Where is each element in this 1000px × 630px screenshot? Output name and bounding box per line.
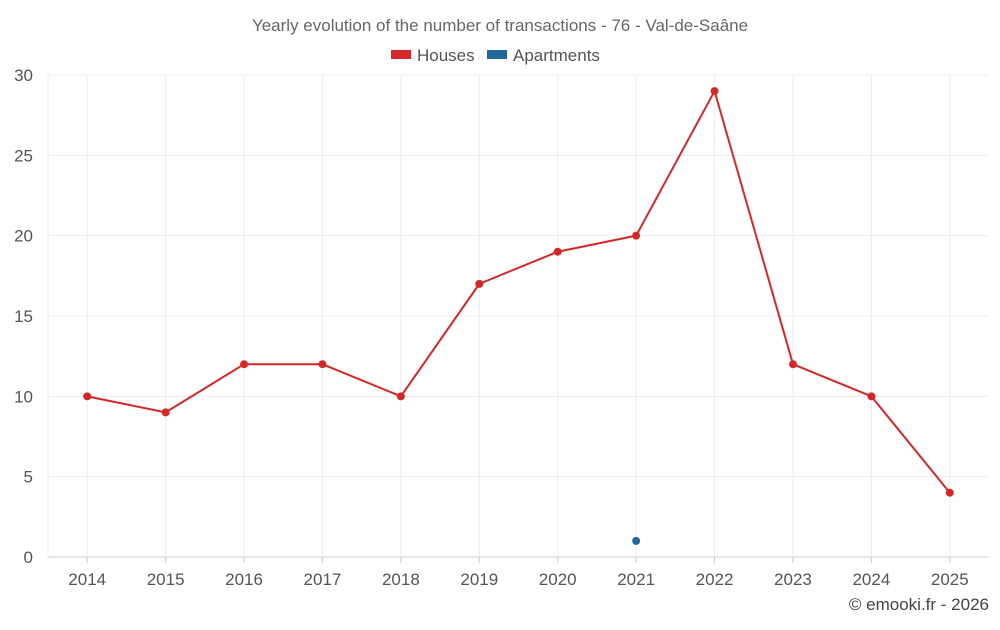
x-tick-label-2020: 2020: [539, 570, 577, 589]
y-tick-label-20: 20: [14, 227, 33, 246]
data-point-houses-2021[interactable]: [632, 231, 641, 240]
data-point-houses-2020[interactable]: [553, 247, 562, 256]
grid: [47, 74, 989, 558]
x-tick-label-2023: 2023: [774, 570, 812, 589]
x-tick-label-2024: 2024: [852, 570, 890, 589]
legend: Houses Apartments: [391, 46, 600, 65]
data-point-houses-2014[interactable]: [83, 392, 92, 401]
x-tick-label-2025: 2025: [931, 570, 969, 589]
x-tick-label-2016: 2016: [225, 570, 263, 589]
legend-item-apartments[interactable]: Apartments: [487, 46, 600, 65]
legend-label-apartments: Apartments: [513, 46, 600, 65]
x-tick-label-2018: 2018: [382, 570, 420, 589]
y-tick-label-30: 30: [14, 66, 33, 85]
data-point-houses-2022[interactable]: [710, 87, 719, 96]
legend-swatch-apartments: [487, 50, 507, 59]
legend-item-houses[interactable]: Houses: [391, 46, 475, 65]
y-tick-label-25: 25: [14, 146, 33, 165]
x-tick-label-2019: 2019: [460, 570, 498, 589]
x-tick-label-2021: 2021: [617, 570, 655, 589]
data-point-houses-2024[interactable]: [867, 392, 876, 401]
y-tick-label-5: 5: [24, 468, 33, 487]
x-tick-label-2015: 2015: [147, 570, 185, 589]
y-tick-label-10: 10: [14, 387, 33, 406]
series-layer: [83, 87, 954, 545]
data-point-houses-2025[interactable]: [945, 488, 954, 497]
series-line-houses: [87, 90, 951, 494]
data-point-houses-2016[interactable]: [240, 360, 249, 369]
legend-swatch-houses: [391, 50, 411, 59]
x-tick-label-2022: 2022: [696, 570, 734, 589]
copyright-text: © emooki.fr - 2026: [849, 595, 989, 614]
y-tick-label-15: 15: [14, 307, 33, 326]
data-point-houses-2018[interactable]: [396, 392, 405, 401]
data-point-houses-2017[interactable]: [318, 360, 327, 369]
x-tick-label-2014: 2014: [68, 570, 106, 589]
data-point-houses-2023[interactable]: [788, 360, 797, 369]
data-point-houses-2019[interactable]: [475, 279, 484, 288]
y-tick-label-0: 0: [24, 548, 33, 567]
chart-title: Yearly evolution of the number of transa…: [252, 16, 748, 35]
data-point-apartments-2021[interactable]: [632, 536, 641, 545]
data-point-houses-2015[interactable]: [161, 408, 170, 417]
legend-label-houses: Houses: [417, 46, 475, 65]
x-tick-label-2017: 2017: [304, 570, 342, 589]
